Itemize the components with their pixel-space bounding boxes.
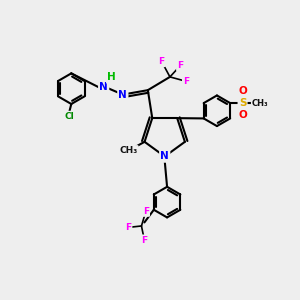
- Text: S: S: [239, 98, 246, 108]
- Text: F: F: [141, 236, 148, 244]
- Text: H: H: [107, 73, 116, 82]
- Text: CH₃: CH₃: [252, 99, 268, 108]
- Text: F: F: [159, 57, 165, 66]
- Text: O: O: [238, 110, 247, 120]
- Text: F: F: [125, 223, 131, 232]
- Text: N: N: [118, 90, 127, 100]
- Text: F: F: [177, 61, 183, 70]
- Text: CH₃: CH₃: [119, 146, 137, 155]
- Text: O: O: [238, 86, 247, 96]
- Text: F: F: [183, 77, 189, 86]
- Text: N: N: [160, 152, 169, 161]
- Text: Cl: Cl: [64, 112, 74, 121]
- Text: F: F: [143, 207, 149, 216]
- Text: N: N: [99, 82, 108, 92]
